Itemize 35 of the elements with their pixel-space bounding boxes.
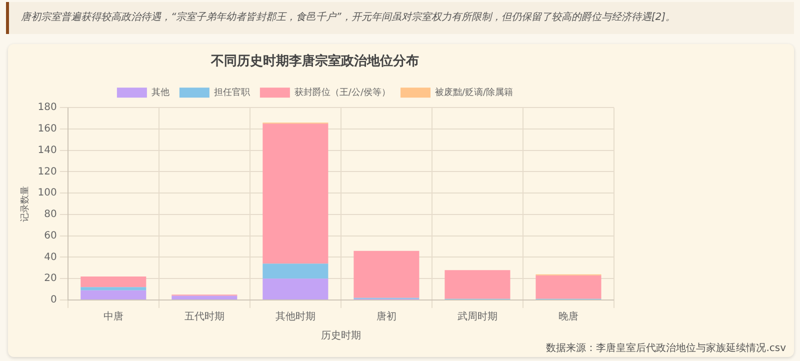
bar bbox=[80, 276, 146, 288]
x-tick-label: 中唐 bbox=[103, 310, 124, 323]
x-tick-label: 五代时期 bbox=[184, 310, 224, 323]
y-tick-label: 120 bbox=[38, 166, 57, 178]
legend-label: 被废黜/贬谪/除属籍 bbox=[435, 86, 514, 98]
chart-title: 不同历史时期李唐宗室政治地位分布 bbox=[210, 53, 419, 70]
y-tick-label: 20 bbox=[44, 273, 57, 284]
bar bbox=[80, 287, 146, 290]
source-note: 数据来源：李唐皇室后代政治地位与家族延续情况.csv bbox=[546, 342, 786, 355]
y-axis-title: 记录数量 bbox=[20, 186, 31, 222]
text: 唐初宗室普遍获得较高政治待遇，“宗室子弟年幼者皆封郡王，食邑千户”，开元年间虽对宗室权力有所限制，但仍保留了较高的爵位与经济待遇[2]。 bbox=[6, 2, 794, 34]
legend-label: 其他 bbox=[151, 86, 170, 98]
y-tick-label: 40 bbox=[44, 252, 57, 263]
y-tick-label: 180 bbox=[38, 102, 57, 114]
x-axis-title: 历史时期 bbox=[320, 330, 361, 342]
x-tick-label: 晚唐 bbox=[558, 310, 578, 323]
bar bbox=[444, 270, 510, 299]
y-tick-label: 100 bbox=[38, 188, 57, 199]
x-tick-label: 其他时期 bbox=[275, 310, 316, 323]
y-tick-label: 140 bbox=[38, 144, 57, 156]
bar bbox=[262, 124, 328, 264]
y-tick-label: 160 bbox=[38, 124, 57, 135]
x-tick-label: 唐初 bbox=[376, 310, 396, 323]
legend-label: 获封爵位（王/公/侯等） bbox=[294, 86, 391, 98]
y-tick-label: 80 bbox=[44, 209, 57, 220]
bar bbox=[536, 275, 602, 299]
bar bbox=[354, 250, 420, 298]
bar bbox=[262, 264, 328, 279]
bar bbox=[262, 278, 328, 300]
y-tick-label: 60 bbox=[44, 230, 57, 242]
bar bbox=[172, 296, 238, 300]
y-tick-label: 0 bbox=[50, 294, 57, 306]
x-tick-label: 武周时期 bbox=[457, 310, 498, 323]
bar bbox=[80, 290, 146, 300]
legend-label: 担任官职 bbox=[214, 86, 250, 98]
